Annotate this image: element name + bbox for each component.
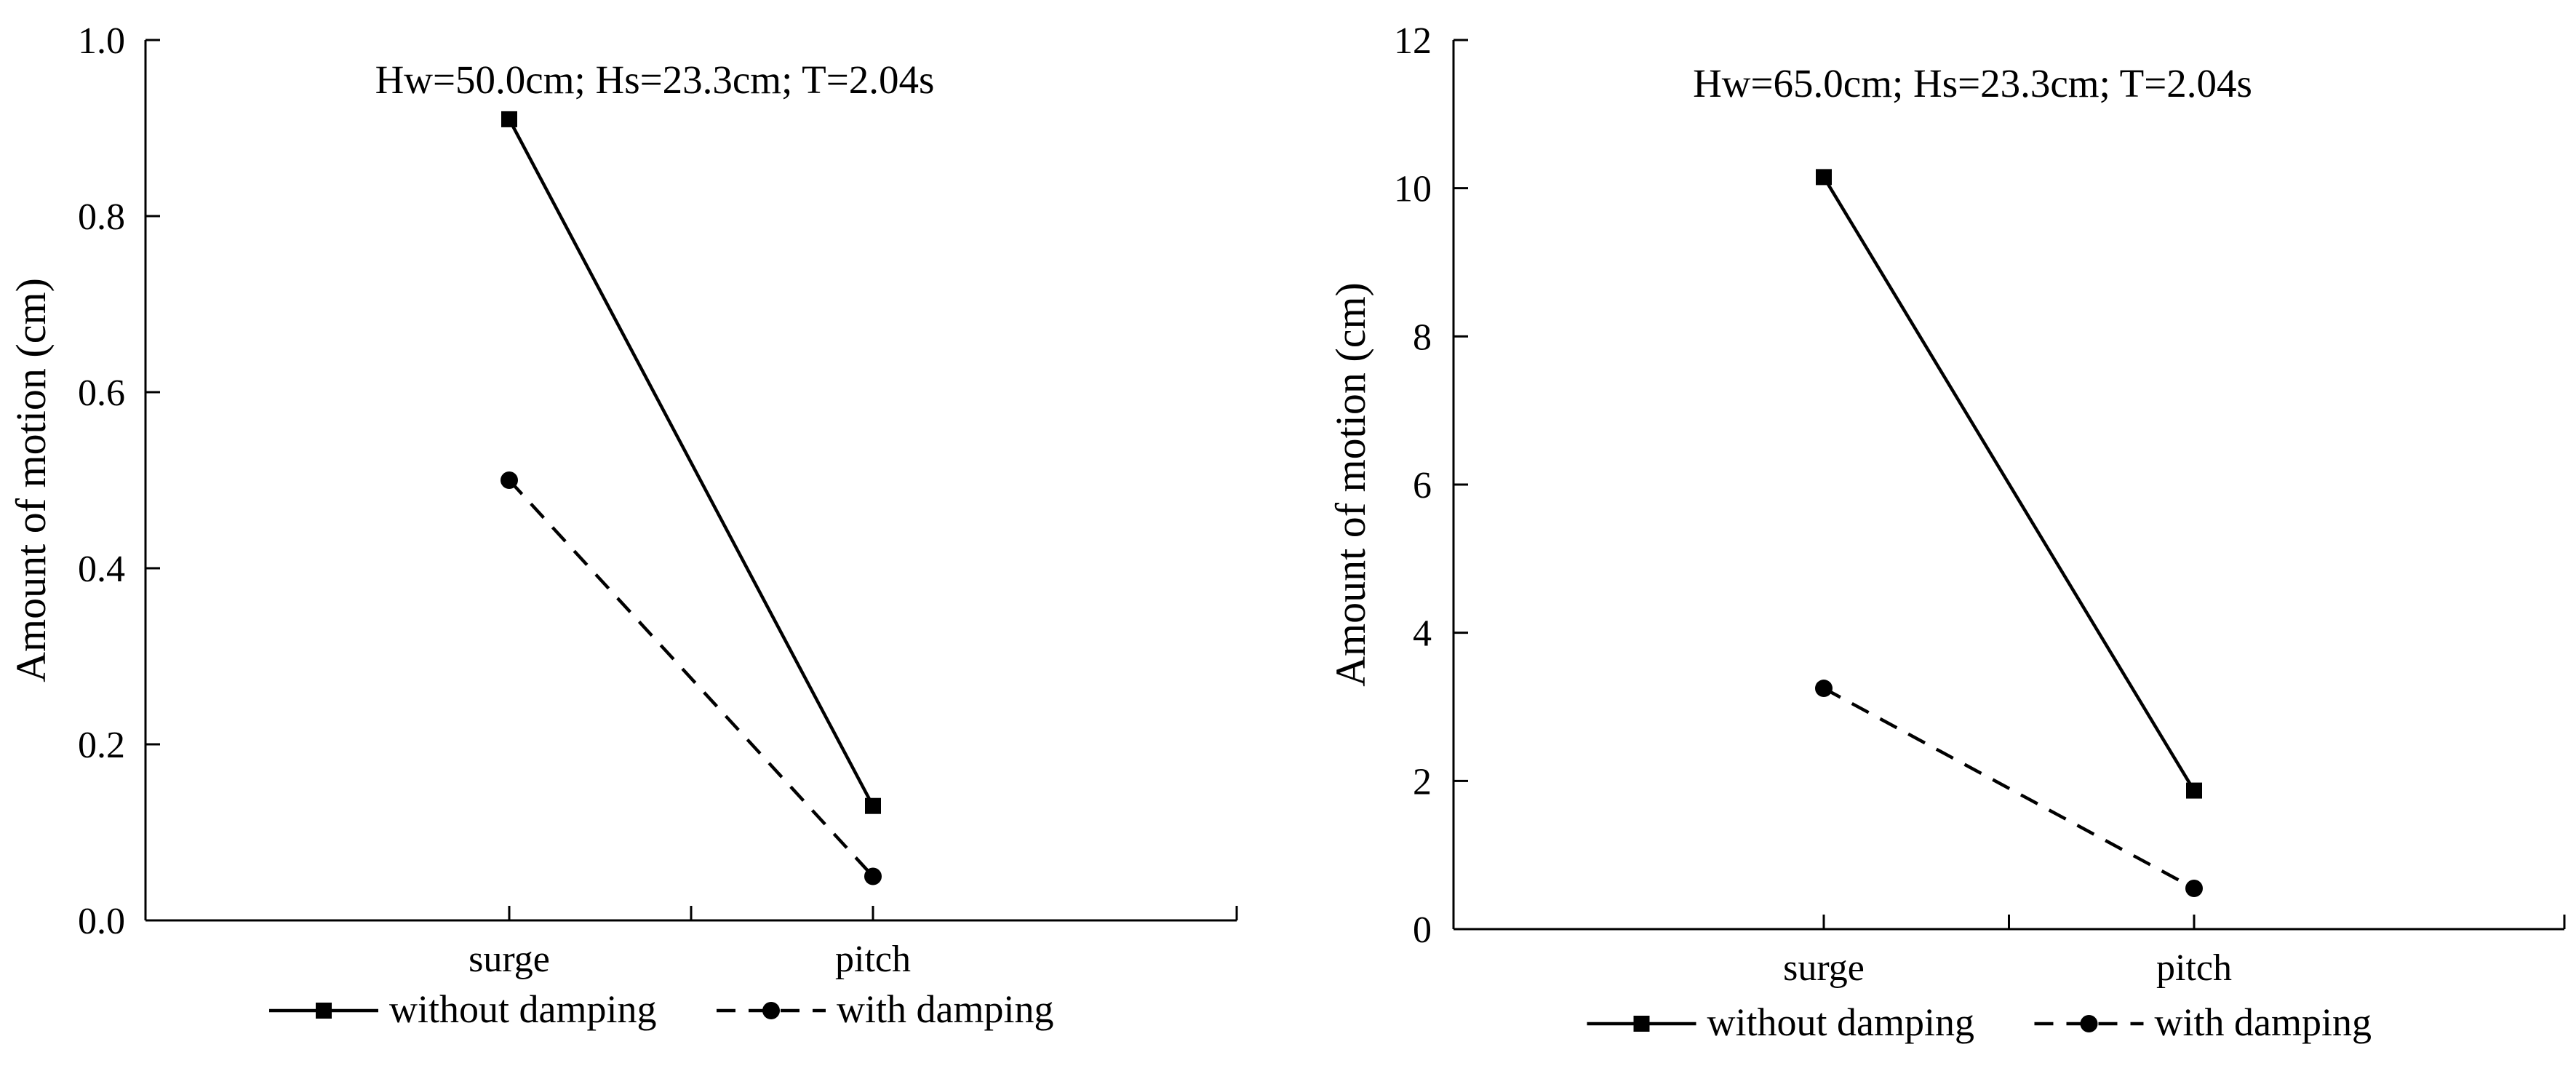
legend-marker-square [316, 1003, 332, 1019]
chart-title: Hw=65.0cm; Hs=23.3cm; T=2.04s [1693, 61, 2252, 105]
data-point-circle [2185, 879, 2203, 897]
chart-left: 0.0 0.2 0.4 0.6 0.8 1.0 surge pitch Amount of mo… [7, 20, 1238, 1031]
series-line-without-damping [508, 118, 874, 807]
series-line-without-damping [1822, 176, 2196, 792]
y-tick-label: 0.2 [78, 725, 125, 766]
chart-right: 0 2 4 6 8 10 12 surge pitch Amount of motion (cm)… [1327, 20, 2566, 1044]
data-point-circle [1815, 680, 1833, 698]
chart-title: Hw=50.0cm; Hs=23.3cm; T=2.04s [375, 57, 935, 102]
y-tick-label: 10 [1394, 169, 1432, 210]
x-tick-label-surge: surge [1783, 947, 1865, 989]
x-tick-label-pitch: pitch [835, 939, 911, 980]
data-point-circle [501, 471, 518, 489]
series-line-with-damping [1822, 687, 2196, 890]
y-tick-label: 0.8 [78, 196, 125, 238]
y-tick-label: 4 [1413, 613, 1432, 655]
y-tick-label: 12 [1394, 20, 1432, 62]
series-line-with-damping [508, 479, 874, 878]
data-point-square [865, 797, 881, 814]
legend-marker-circle [762, 1002, 780, 1019]
legend-marker-circle [2080, 1015, 2098, 1032]
data-point-square [501, 111, 517, 127]
y-tick-label: 2 [1413, 761, 1432, 803]
y-tick-label: 1.0 [78, 20, 125, 62]
legend-label-0: without damping [1707, 1000, 1974, 1044]
data-point-circle [864, 867, 882, 885]
y-tick-label: 0.4 [78, 549, 125, 590]
y-tick-label: 0.0 [78, 901, 125, 942]
y-tick-label: 0.6 [78, 373, 125, 414]
y-tick-label: 8 [1413, 316, 1432, 358]
data-point-square [1816, 169, 1832, 186]
legend-marker-square [1633, 1016, 1650, 1032]
x-tick-label-pitch: pitch [2156, 947, 2232, 989]
legend-label-1: with damping [837, 987, 1053, 1031]
y-tick-label: 6 [1413, 465, 1432, 506]
legend-label-1: with damping [2155, 1000, 2372, 1044]
y-axis-title: Amount of motion (cm) [7, 278, 55, 682]
x-tick-label-surge: surge [468, 939, 550, 980]
legend-label-0: without damping [389, 987, 656, 1031]
data-point-square [2186, 782, 2202, 799]
y-tick-label: 0 [1413, 909, 1432, 951]
y-axis-title: Amount of motion (cm) [1327, 282, 1374, 687]
